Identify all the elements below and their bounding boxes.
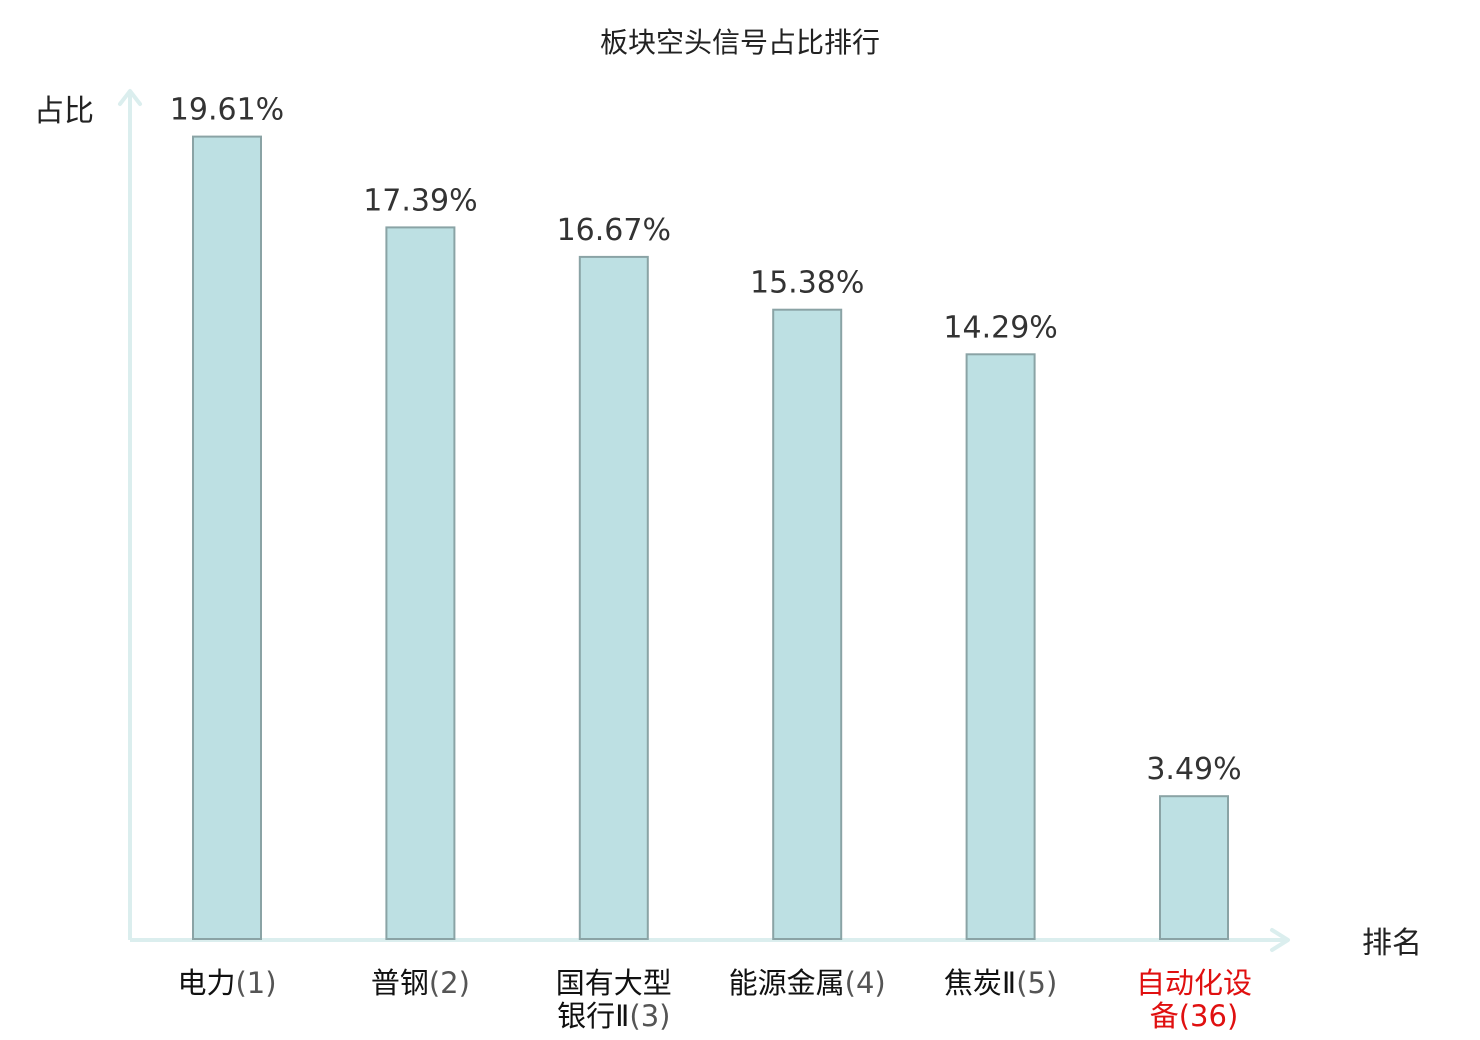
x-axis-label: 排名: [1362, 926, 1422, 961]
category-label: 普钢(2): [371, 966, 470, 1000]
value-label: 15.38%: [750, 266, 864, 301]
bar: [772, 308, 843, 940]
value-label: 14.29%: [943, 310, 1057, 345]
axes: [118, 89, 1290, 952]
category-label: 电力(1): [177, 966, 276, 1000]
bar: [1159, 795, 1229, 941]
value-label: 19.61%: [170, 93, 284, 128]
category-label: 国有大型银行Ⅱ(3): [556, 966, 672, 1033]
category-label: 能源金属(4): [729, 966, 886, 1000]
bar: [578, 255, 649, 940]
x-axis-arrow: [1270, 928, 1290, 952]
y-axis-arrow: [118, 89, 142, 106]
bar: [385, 226, 456, 940]
value-label: 17.39%: [363, 183, 477, 218]
y-axis-label: 占比: [34, 94, 94, 129]
value-label: 16.67%: [557, 213, 671, 248]
bar: [192, 135, 262, 941]
value-label: 3.49%: [1146, 752, 1241, 787]
bar: [965, 353, 1036, 940]
chart-title: 板块空头信号占比排行: [600, 26, 880, 59]
category-label: 焦炭Ⅱ(5): [944, 966, 1057, 1000]
category-labels: 电力(1) 普钢(2) 国有大型银行Ⅱ(3) 能源金属(4) 焦炭Ⅱ(5) 自动化设备(3…: [177, 966, 1252, 1033]
category-label: 自动化设备(36): [1136, 966, 1252, 1033]
value-labels: 19.61% 17.39% 16.67% 15.38% 14.29% 3.49%: [170, 93, 1242, 788]
bars: [192, 135, 1229, 941]
